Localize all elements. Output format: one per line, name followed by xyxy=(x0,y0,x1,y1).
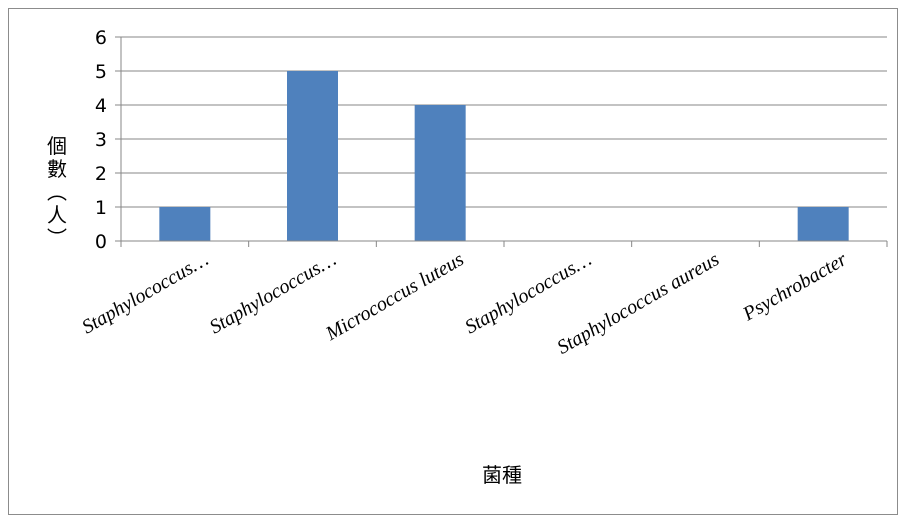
y-tick-label: 3 xyxy=(95,129,107,151)
x-category-label: Micrococcus luteus xyxy=(321,248,468,345)
x-category-label: Psychrobacter xyxy=(738,248,850,326)
x-category-label: Staphylococcus… xyxy=(78,248,212,338)
y-axis-title-char: 數 xyxy=(47,157,67,181)
y-tick-label: 5 xyxy=(95,61,107,83)
y-axis-title-char: 人 xyxy=(47,203,67,227)
y-tick-label: 0 xyxy=(95,231,107,253)
bar xyxy=(414,105,466,241)
y-tick-label: 2 xyxy=(95,163,107,185)
y-axis-title-char: ︵ xyxy=(47,180,67,204)
y-tick-label: 1 xyxy=(95,197,107,219)
x-category-label: Staphylococcus… xyxy=(206,248,340,338)
y-tick-label: 4 xyxy=(95,95,107,117)
y-axis-title-char: 個 xyxy=(47,134,67,158)
bar xyxy=(159,207,211,241)
y-tick-label: 6 xyxy=(95,27,107,49)
x-category-label: Staphylococcus… xyxy=(461,248,595,338)
bar xyxy=(287,71,338,241)
x-category-labels: Staphylococcus…Staphylococcus…Micrococcu… xyxy=(78,248,851,359)
y-axis-title-char: ︶ xyxy=(47,226,67,250)
bar-series xyxy=(159,71,849,241)
bar xyxy=(797,207,849,241)
axes xyxy=(115,36,888,247)
y-tick-labels: 0 1 2 3 4 5 6 xyxy=(95,27,107,253)
gridlines xyxy=(121,36,887,208)
x-axis-title: 菌種 xyxy=(482,463,522,487)
y-axis-title: 個數︵人︶ xyxy=(47,134,67,250)
